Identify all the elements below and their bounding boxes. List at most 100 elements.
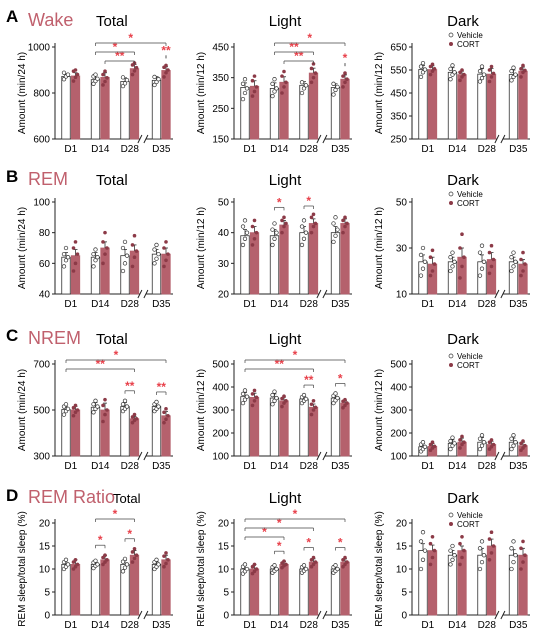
legend-marker-cort <box>449 201 453 205</box>
point-vehicle <box>513 72 518 77</box>
point-vehicle <box>479 243 485 248</box>
point-vehicle <box>479 559 485 565</box>
y-tick-label: 400 <box>212 383 229 394</box>
point-cort <box>101 240 105 244</box>
point-cort <box>164 70 168 75</box>
sig-label: * <box>114 348 119 362</box>
point-cort <box>75 252 80 256</box>
point-vehicle <box>272 563 277 568</box>
point-cort <box>166 68 170 72</box>
bar-cort <box>457 550 467 616</box>
legend-marker-vehicle <box>448 512 454 518</box>
point-cort <box>523 262 527 266</box>
x-tick-label: D14 <box>91 461 110 472</box>
point-cort <box>103 553 107 557</box>
x-tick-label: D28 <box>300 461 319 472</box>
axis-break-mark <box>322 610 328 620</box>
point-cort <box>487 68 492 72</box>
point-cort <box>430 248 435 253</box>
y-tick-label: 550 <box>390 66 407 77</box>
axis-break-mark <box>143 451 149 461</box>
axis-break-mark <box>494 610 500 620</box>
x-tick-label: D14 <box>91 299 110 310</box>
point-vehicle <box>154 256 159 261</box>
bar-vehicle <box>447 71 458 140</box>
sig-label: ** <box>304 373 314 387</box>
point-cort <box>71 269 76 273</box>
point-cort <box>164 417 168 422</box>
sig-label: * <box>277 539 282 553</box>
point-vehicle <box>333 215 338 220</box>
point-vehicle <box>65 562 71 567</box>
bar-cort <box>308 561 319 616</box>
axis-break-mark <box>322 289 328 299</box>
point-vehicle <box>272 236 277 241</box>
point-cort <box>489 551 494 555</box>
point-cort <box>519 67 523 71</box>
legend-marker-vehicle <box>448 32 454 38</box>
sig-label: ** <box>115 49 125 63</box>
point-vehicle <box>448 77 453 82</box>
point-vehicle <box>479 75 485 81</box>
y-tick-label: 200 <box>390 429 407 440</box>
y-tick-label: 300 <box>33 452 50 463</box>
point-vehicle <box>240 400 246 406</box>
point-cort <box>280 230 284 235</box>
y-tick-label: 300 <box>212 406 229 417</box>
sig-label: ** <box>294 49 304 63</box>
point-cort <box>343 397 347 402</box>
point-vehicle <box>272 89 277 94</box>
x-tick-label: D14 <box>448 299 467 310</box>
point-vehicle <box>95 562 100 567</box>
point-vehicle <box>244 230 250 235</box>
point-vehicle <box>418 539 424 544</box>
point-vehicle <box>511 559 516 565</box>
point-vehicle <box>509 436 514 441</box>
bar-cort <box>518 70 528 140</box>
point-cort <box>519 546 523 551</box>
point-cort <box>523 553 527 557</box>
point-vehicle <box>477 566 483 572</box>
point-vehicle <box>481 72 487 77</box>
y-tick-label: 15 <box>396 542 408 553</box>
bar-cort <box>249 568 260 616</box>
point-cort <box>458 446 462 450</box>
point-cort <box>430 62 435 67</box>
sig-label: ** <box>125 379 135 393</box>
point-vehicle <box>270 81 275 86</box>
point-cort <box>489 75 494 79</box>
point-vehicle <box>154 399 159 405</box>
y-axis-label: REM sleep/total sleep (%) <box>374 511 385 627</box>
point-cort <box>311 75 316 80</box>
bar-vehicle <box>120 81 130 140</box>
point-vehicle <box>448 438 453 444</box>
point-cort <box>164 240 168 244</box>
point-cort <box>254 395 259 400</box>
point-cort <box>132 412 137 417</box>
axis-break-mark <box>137 610 143 620</box>
point-vehicle <box>418 566 424 572</box>
point-cort <box>284 80 288 85</box>
y-tick-label: 15 <box>39 542 51 553</box>
bar-cort <box>129 418 140 457</box>
point-cort <box>309 412 314 417</box>
point-cort <box>458 78 462 83</box>
point-cort <box>487 271 492 276</box>
point-vehicle <box>156 404 161 409</box>
axis-break-mark <box>137 134 143 144</box>
point-vehicle <box>481 553 487 558</box>
point-cort <box>162 420 166 425</box>
legend-marker-cort <box>449 42 453 46</box>
point-vehicle <box>448 446 453 452</box>
point-cort <box>130 550 135 554</box>
point-cort <box>73 240 78 244</box>
bar-cort <box>486 73 497 140</box>
sig-label: * <box>98 533 103 547</box>
point-cort <box>489 530 494 534</box>
row-title: REM Ratio <box>28 487 115 507</box>
legend-cort: CORT <box>457 40 480 49</box>
bar-vehicle <box>299 232 309 295</box>
y-axis-label: Amount (min/24 h) <box>17 207 28 289</box>
point-cort <box>282 69 286 74</box>
y-tick-label: 40 <box>218 228 230 239</box>
